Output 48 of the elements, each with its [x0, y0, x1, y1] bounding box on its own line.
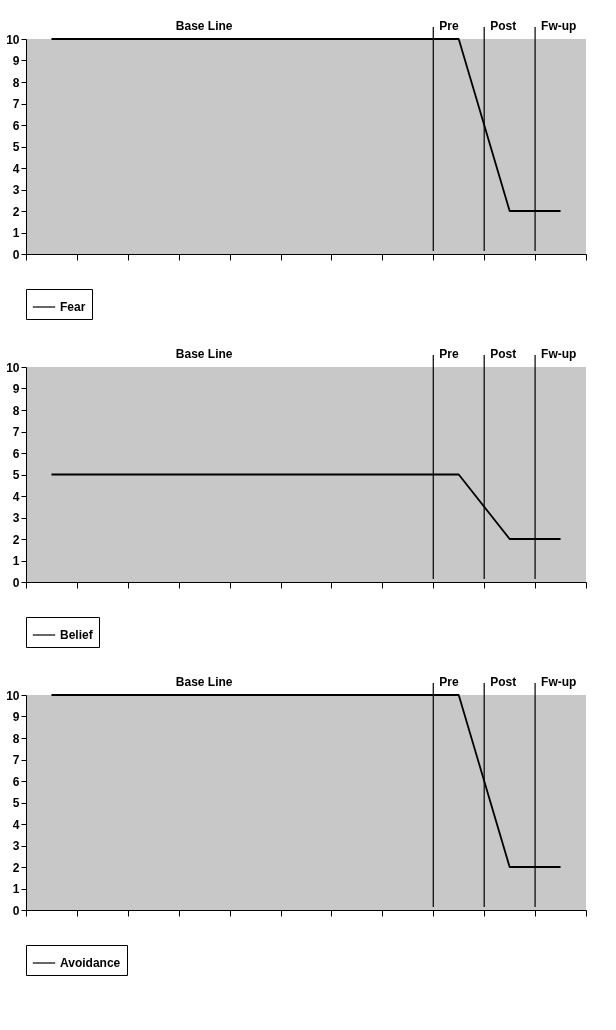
y-tick-label: 1: [12, 554, 20, 568]
text: Pre: [439, 19, 459, 33]
y-tick-label: 6: [12, 774, 20, 789]
y-tick-label: 8: [12, 731, 20, 746]
y-tick-label: 9: [12, 382, 20, 396]
text: Fw-up: [541, 675, 577, 689]
y-tick-label: 5: [12, 468, 20, 482]
y-tick-label: 9: [12, 54, 20, 68]
y-tick-label: 4: [12, 489, 20, 504]
y-tick-label: 3: [12, 839, 20, 853]
y-tick-label: 5: [12, 796, 20, 810]
text: Post: [490, 675, 517, 689]
legend-label: Belief: [60, 628, 94, 642]
y-tick-label: 6: [12, 446, 20, 461]
y-tick-label: 5: [12, 140, 20, 154]
y-tick-label: 7: [12, 425, 20, 439]
y-tick-label: 7: [12, 97, 20, 111]
text: Post: [490, 347, 517, 361]
text: Base Line: [175, 347, 233, 361]
y-tick-label: 8: [12, 403, 20, 418]
y-tick-label: 1: [12, 882, 20, 896]
y-tick-label: 0: [12, 575, 20, 590]
y-tick-label: 10: [6, 32, 20, 47]
text: Pre: [439, 347, 459, 361]
y-tick-label: 2: [12, 204, 20, 219]
y-tick-label: 3: [12, 183, 20, 197]
y-tick-label: 4: [12, 161, 20, 176]
y-tick-label: 7: [12, 753, 20, 767]
text: Base Line: [175, 675, 233, 689]
y-tick-label: 4: [12, 817, 20, 832]
legend-label: Fear: [60, 300, 86, 314]
text: Pre: [439, 675, 459, 689]
y-tick-label: 2: [12, 860, 20, 875]
legend-label: Avoidance: [60, 956, 121, 970]
text: Base Line: [175, 19, 233, 33]
y-tick-label: 1: [12, 226, 20, 240]
y-tick-label: 2: [12, 532, 20, 547]
y-tick-label: 9: [12, 710, 20, 724]
y-tick-label: 6: [12, 118, 20, 133]
y-tick-label: 3: [12, 511, 20, 525]
text: Fw-up: [541, 19, 577, 33]
text: Fw-up: [541, 347, 577, 361]
y-tick-label: 10: [6, 360, 20, 375]
y-tick-label: 8: [12, 75, 20, 90]
y-tick-label: 10: [6, 688, 20, 703]
text: Post: [490, 19, 517, 33]
y-tick-label: 0: [12, 903, 20, 918]
y-tick-label: 0: [12, 247, 20, 262]
